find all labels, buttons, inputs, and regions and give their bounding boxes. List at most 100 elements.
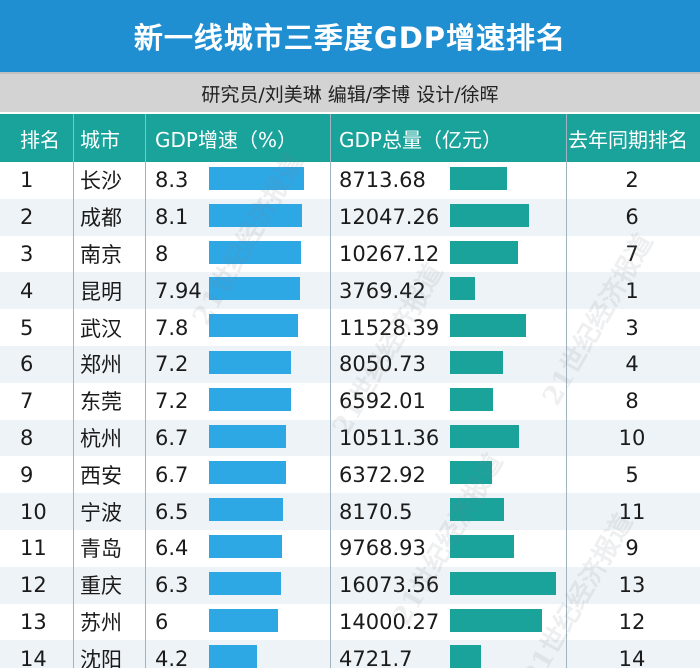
- city-cell: 青岛: [80, 537, 122, 562]
- growth-value: 6.7: [155, 425, 189, 450]
- city-cell: 昆明: [80, 279, 122, 304]
- rank-cell: 4: [20, 278, 34, 303]
- total-bar: [450, 461, 493, 485]
- total-bar: [450, 314, 527, 338]
- growth-value: 6.4: [155, 536, 189, 561]
- table-row: 5 武汉 7.8 11528.39 3: [0, 309, 700, 346]
- last-year-rank-cell: 11: [618, 499, 646, 524]
- rank-cell: 7: [20, 389, 34, 414]
- growth-value: 7.2: [155, 352, 189, 377]
- growth-value: 7.2: [155, 389, 189, 414]
- total-value: 14000.27: [339, 609, 440, 634]
- growth-value: 4.2: [155, 646, 189, 668]
- growth-bar: [209, 387, 292, 411]
- growth-value: 6.3: [155, 573, 189, 598]
- total-bar: [450, 645, 482, 668]
- total-bar: [450, 167, 508, 190]
- table-row: 6 郑州 7.2 8050.73 4: [0, 346, 700, 383]
- total-value: 10267.12: [339, 241, 440, 266]
- rank-cell: 12: [20, 573, 47, 598]
- last-year-rank-cell: 13: [618, 573, 646, 598]
- city-cell: 郑州: [80, 353, 122, 378]
- growth-bar: [209, 277, 300, 301]
- city-cell: 苏州: [80, 610, 122, 635]
- last-year-rank-cell: 4: [625, 352, 639, 377]
- total-value: 9768.93: [339, 536, 426, 561]
- total-value: 4721.7: [339, 646, 413, 668]
- header-growth: GDP增速（%）: [155, 127, 297, 152]
- rank-cell: 13: [20, 609, 47, 634]
- last-year-rank-cell: 7: [625, 241, 639, 266]
- last-year-rank-cell: 14: [618, 646, 646, 668]
- city-cell: 武汉: [80, 316, 122, 341]
- last-year-rank-cell: 10: [618, 425, 646, 450]
- header-total: GDP总量（亿元）: [339, 127, 502, 152]
- growth-value: 8.1: [155, 205, 189, 230]
- header-city: 城市: [80, 127, 120, 152]
- table-row: 1 长沙 8.3 8713.68 2: [0, 162, 700, 199]
- growth-bar: [209, 608, 278, 632]
- rank-cell: 8: [20, 425, 34, 450]
- growth-value: 6: [155, 609, 169, 634]
- growth-bar: [209, 424, 286, 448]
- rank-cell: 2: [20, 205, 34, 230]
- total-value: 12047.26: [339, 205, 440, 230]
- table-row: 9 西安 6.7 6372.92 5: [0, 456, 700, 494]
- column-divider: [73, 114, 74, 668]
- growth-value: 7.94: [155, 278, 202, 303]
- last-year-rank-cell: 9: [625, 536, 639, 561]
- city-cell: 成都: [80, 206, 122, 231]
- growth-bar: [209, 314, 299, 338]
- total-value: 8050.73: [339, 352, 426, 377]
- total-bar: [450, 387, 494, 411]
- last-year-rank-cell: 3: [625, 315, 639, 340]
- table-row: 12 重庆 6.3 16073.56 13: [0, 566, 700, 604]
- rank-cell: 10: [20, 499, 47, 524]
- city-cell: 东莞: [80, 390, 122, 415]
- total-value: 10511.36: [339, 425, 440, 450]
- rank-cell: 5: [20, 315, 34, 340]
- column-divider: [145, 114, 146, 668]
- total-value: 11528.39: [339, 315, 440, 340]
- header-rank: 排名: [20, 127, 60, 152]
- total-value: 16073.56: [339, 573, 440, 598]
- last-year-rank-cell: 8: [625, 389, 639, 414]
- last-year-rank-cell: 1: [625, 278, 639, 303]
- growth-bar: [209, 645, 258, 668]
- growth-bar: [209, 240, 301, 264]
- growth-value: 8: [155, 241, 169, 266]
- column-divider: [566, 114, 567, 668]
- table-row: 11 青岛 6.4 9768.93 9: [0, 530, 700, 567]
- city-cell: 沈阳: [80, 647, 122, 668]
- growth-bar: [209, 571, 282, 595]
- rank-cell: 11: [20, 536, 47, 561]
- column-divider: [330, 114, 331, 668]
- table-row: 13 苏州 6 14000.27 12: [0, 603, 700, 641]
- table-row: 4 昆明 7.94 3769.42 1: [0, 272, 700, 310]
- growth-bar: [209, 351, 292, 374]
- growth-value: 7.8: [155, 315, 189, 340]
- city-cell: 长沙: [80, 169, 122, 194]
- total-value: 8170.5: [339, 499, 413, 524]
- growth-bar: [209, 203, 302, 227]
- last-year-rank-cell: 12: [618, 609, 646, 634]
- total-bar: [450, 498, 504, 522]
- total-bar: [450, 240, 518, 264]
- total-bar: [450, 571, 556, 595]
- table-header: 排名 城市 GDP增速（%） GDP总量（亿元） 去年同期排名: [0, 114, 700, 162]
- growth-bar: [209, 535, 283, 558]
- rank-cell: 6: [20, 352, 34, 377]
- rank-cell: 1: [20, 168, 34, 193]
- total-bar: [450, 277, 475, 301]
- table-row: 8 杭州 6.7 10511.36 10: [0, 419, 700, 457]
- city-cell: 南京: [80, 242, 122, 267]
- growth-value: 6.5: [155, 499, 189, 524]
- total-bar: [450, 424, 520, 448]
- growth-bar: [209, 461, 286, 485]
- total-bar: [450, 203, 530, 227]
- table-row: 14 沈阳 4.2 4721.7 14: [0, 640, 700, 668]
- table-row: 10 宁波 6.5 8170.5 11: [0, 493, 700, 530]
- total-value: 8713.68: [339, 168, 426, 193]
- total-value: 6592.01: [339, 389, 426, 414]
- last-year-rank-cell: 6: [625, 205, 639, 230]
